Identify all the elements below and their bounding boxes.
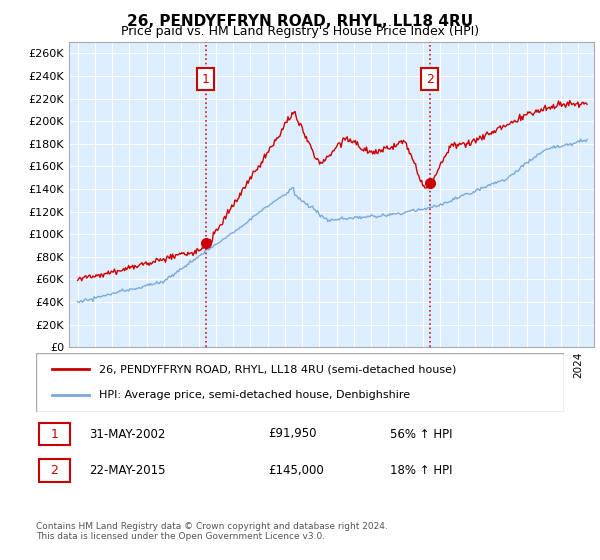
Text: 1: 1: [202, 73, 210, 86]
Text: 56% ↑ HPI: 56% ↑ HPI: [390, 427, 452, 441]
Text: 26, PENDYFFRYN ROAD, RHYL, LL18 4RU: 26, PENDYFFRYN ROAD, RHYL, LL18 4RU: [127, 14, 473, 29]
Text: £91,950: £91,950: [268, 427, 317, 441]
Text: This data is licensed under the Open Government Licence v3.0.: This data is licensed under the Open Gov…: [36, 532, 325, 541]
Text: 18% ↑ HPI: 18% ↑ HPI: [390, 464, 452, 477]
Text: 22-MAY-2015: 22-MAY-2015: [89, 464, 166, 477]
Text: 1: 1: [50, 427, 58, 441]
Text: 26, PENDYFFRYN ROAD, RHYL, LL18 4RU (semi-detached house): 26, PENDYFFRYN ROAD, RHYL, LL18 4RU (sem…: [100, 364, 457, 374]
FancyBboxPatch shape: [38, 459, 70, 482]
Text: HPI: Average price, semi-detached house, Denbighshire: HPI: Average price, semi-detached house,…: [100, 390, 410, 400]
Text: 31-MAY-2002: 31-MAY-2002: [89, 427, 165, 441]
FancyBboxPatch shape: [36, 353, 564, 412]
Text: 2: 2: [426, 73, 434, 86]
Text: £145,000: £145,000: [268, 464, 324, 477]
Text: Price paid vs. HM Land Registry's House Price Index (HPI): Price paid vs. HM Land Registry's House …: [121, 25, 479, 38]
Text: 2: 2: [50, 464, 58, 477]
Text: Contains HM Land Registry data © Crown copyright and database right 2024.: Contains HM Land Registry data © Crown c…: [36, 522, 388, 531]
FancyBboxPatch shape: [38, 423, 70, 445]
